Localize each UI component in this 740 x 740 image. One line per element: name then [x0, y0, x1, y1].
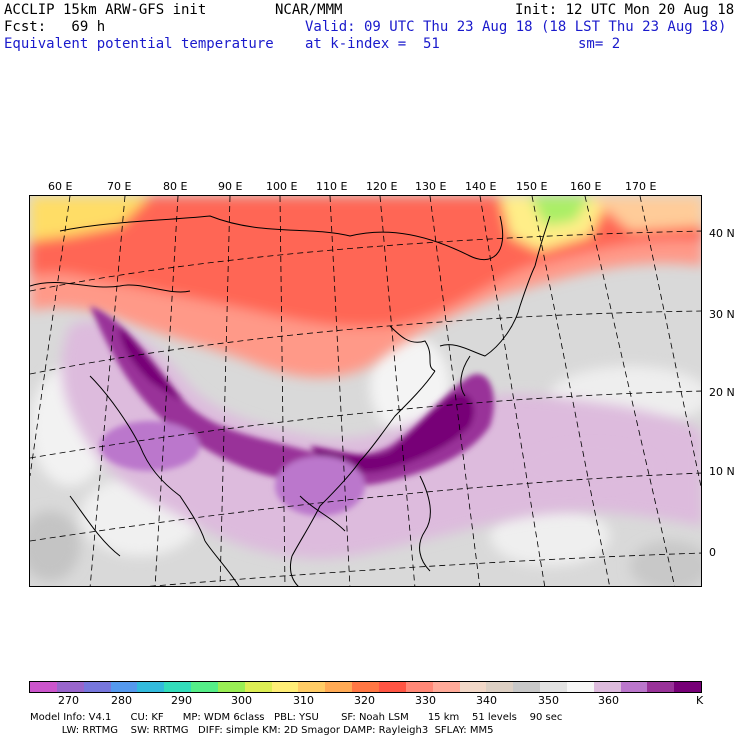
colorbar-label: 340 — [476, 694, 497, 707]
colorbar-label: 310 — [293, 694, 314, 707]
colorbar-swatch — [486, 682, 514, 692]
center-name: NCAR/MMM — [275, 2, 343, 18]
colorbar-label: 300 — [231, 694, 252, 707]
colorbar-swatch — [513, 682, 541, 692]
colorbar-swatch — [110, 682, 138, 692]
model-info-line1: Model Info: V4.1 CU: KF MP: WDM 6class P… — [30, 712, 563, 723]
colorbar-swatch — [566, 682, 594, 692]
colorbar-swatch — [164, 682, 192, 692]
field-name: Equivalent potential temperature — [4, 36, 274, 52]
forecast-hour: Fcst: 69 h — [4, 19, 106, 35]
map-panel — [29, 195, 702, 587]
lon-label: 130 E — [415, 180, 447, 193]
lon-label: 90 E — [218, 180, 243, 193]
colorbar-swatch — [56, 682, 84, 692]
lon-label: 110 E — [316, 180, 348, 193]
lon-label: 120 E — [366, 180, 398, 193]
colorbar-swatch — [459, 682, 487, 692]
colorbar-swatch — [325, 682, 353, 692]
valid-time: Valid: 09 UTC Thu 23 Aug 18 (18 LST Thu … — [305, 19, 727, 35]
colorbar-swatch — [647, 682, 675, 692]
colorbar-label: 270 — [58, 694, 79, 707]
lat-label: 20 N — [709, 386, 735, 399]
colorbar-unit: K — [696, 694, 704, 707]
coastlines — [30, 215, 551, 586]
lon-label: 60 E — [48, 180, 73, 193]
colorbar-swatch — [217, 682, 245, 692]
colorbar-swatch — [271, 682, 299, 692]
lon-label: 70 E — [107, 180, 132, 193]
colorbar-label: 320 — [354, 694, 375, 707]
lat-label: 10 N — [709, 465, 735, 478]
lon-label: 150 E — [516, 180, 548, 193]
lon-label: 170 E — [625, 180, 657, 193]
lon-label: 140 E — [465, 180, 497, 193]
colorbar-label: 290 — [171, 694, 192, 707]
colorbar-swatch — [674, 682, 702, 692]
colorbar-swatch — [352, 682, 379, 692]
colorbar-swatch — [405, 682, 433, 692]
colorbar-label: 350 — [538, 694, 559, 707]
colorbar-swatch — [244, 682, 272, 692]
lon-label: 160 E — [570, 180, 602, 193]
colorbar-swatch — [620, 682, 648, 692]
colorbar-swatch — [191, 682, 218, 692]
lon-label: 100 E — [266, 180, 298, 193]
smoothing: sm= 2 — [578, 36, 621, 52]
colorbar-swatch — [540, 682, 567, 692]
init-time: Init: 12 UTC Mon 20 Aug 18 — [515, 2, 735, 18]
k-index: at k-index = 51 — [305, 36, 440, 52]
colorbar-swatch — [137, 682, 165, 692]
lon-label: 80 E — [163, 180, 188, 193]
colorbar-swatch — [432, 682, 460, 692]
colorbar-swatch — [83, 682, 111, 692]
colorbar-swatch — [298, 682, 326, 692]
model-info-line2: LW: RRTMG SW: RRTMG DIFF: simple KM: 2D … — [30, 725, 494, 736]
lat-label: 30 N — [709, 308, 735, 321]
colorbar-swatch — [593, 682, 621, 692]
colorbar-label: 330 — [415, 694, 436, 707]
colorbar-swatch — [30, 682, 57, 692]
colorbar-label: 280 — [111, 694, 132, 707]
lat-label: 0 — [709, 546, 716, 559]
lat-label: 40 N — [709, 227, 735, 240]
colorbar — [29, 681, 702, 693]
colorbar-label: 360 — [598, 694, 619, 707]
theta-e-field — [30, 196, 701, 586]
model-title: ACCLIP 15km ARW-GFS init — [4, 2, 207, 18]
colorbar-swatch — [378, 682, 406, 692]
